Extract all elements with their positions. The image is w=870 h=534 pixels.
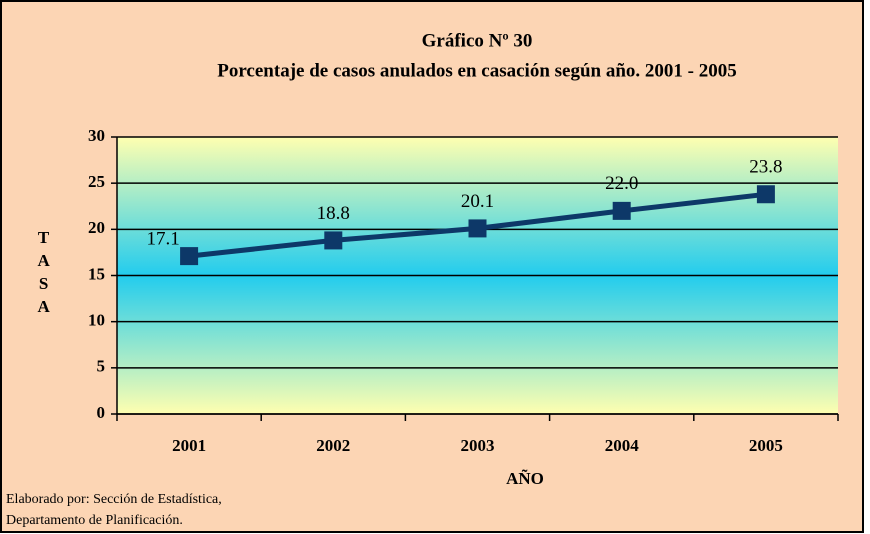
y-tick-label: 30: [88, 126, 105, 145]
chart-title: Gráfico Nº 30: [422, 30, 533, 51]
data-label: 22.0: [605, 173, 638, 194]
x-tick-label: 2002: [316, 436, 350, 455]
chart-subtitle: Porcentaje de casos anulados en casación…: [217, 60, 737, 81]
x-tick-label: 2001: [172, 436, 206, 455]
x-tick-label: 2003: [461, 436, 495, 455]
x-tick-label: 2005: [749, 436, 783, 455]
x-tick-label: 2004: [605, 436, 640, 455]
note: Elaborado por: Sección de Estadística,: [6, 492, 222, 507]
data-label: 18.8: [317, 203, 350, 224]
x-axis-label: AÑO: [506, 469, 544, 488]
y-tick-label: 10: [88, 311, 105, 330]
data-label: 20.1: [461, 191, 494, 212]
y-tick-label: 5: [97, 357, 106, 376]
y-tick-label: 20: [88, 218, 105, 237]
marker: [756, 185, 775, 204]
data-label: 17.1: [146, 228, 179, 249]
data-label: 23.8: [749, 157, 782, 178]
y-axis-label: TASA: [34, 228, 53, 320]
y-tick-label: 15: [88, 264, 105, 283]
note: Departamento de Planificación.: [6, 513, 183, 528]
marker: [468, 219, 487, 238]
marker: [612, 201, 631, 220]
marker: [180, 247, 199, 266]
y-tick-label: 25: [88, 172, 105, 191]
y-tick-label: 0: [97, 403, 106, 422]
marker: [324, 231, 343, 250]
